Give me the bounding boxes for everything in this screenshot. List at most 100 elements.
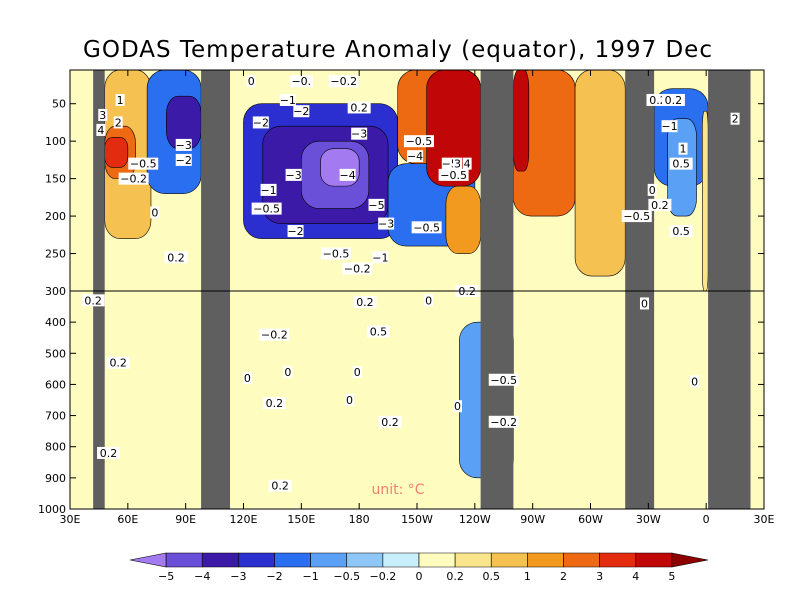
contour-label-text-48: 0 (284, 366, 291, 379)
contour-label-text-26: −5 (368, 199, 384, 212)
y-lower-tick-label-4: 800 (45, 441, 66, 454)
contour-label-text-18: −2 (293, 105, 309, 118)
colorbar-swatch-1 (165, 552, 203, 568)
contour-label-text-4: −0.5 (130, 158, 157, 171)
contour-label-bg-13 (246, 75, 256, 88)
x-tick-label-0: 30E (60, 513, 81, 526)
contour-label-text-36: 4 (464, 158, 471, 171)
x-tick-label-7: 120W (459, 513, 491, 526)
contour-label-45: 0 (452, 400, 462, 413)
contour-label-text-1: 3 (99, 109, 106, 122)
contour-label-bg-54 (661, 93, 685, 106)
contour-label-7: −3 (176, 138, 192, 152)
contour-label-bg-49 (259, 328, 290, 341)
contour-label-text-39: 0 (425, 294, 432, 307)
contour-label-13: 0 (246, 75, 256, 88)
colorbar-label-2: −3 (230, 570, 246, 583)
contour-label-bg-35 (452, 157, 462, 170)
contour-label-bg-44 (378, 415, 402, 428)
contour-label-bg-28 (411, 221, 442, 234)
contour-label-text-61: −0.5 (623, 210, 650, 223)
contour-label-bg-48 (283, 365, 293, 378)
contour-label-text-49: −0.2 (261, 329, 288, 342)
x-tick-label-8: 90W (520, 513, 545, 526)
contour-label-bg-27 (378, 217, 395, 230)
contour-label-text-2: 2 (115, 116, 122, 129)
contour-label-text-51: 0.2 (271, 480, 289, 493)
contour-label-bg-22 (339, 168, 356, 181)
contour-label-bg-42 (352, 365, 362, 378)
contour-label-bg-9 (164, 251, 188, 264)
contour-label-49: −0.2 (259, 328, 290, 342)
contour-label-bg-58 (730, 112, 740, 125)
colorbar-label-4: −1 (303, 570, 319, 583)
contour-label-bg-39 (424, 294, 434, 307)
contour-label-text-5: −0.2 (120, 173, 147, 186)
contour-label-bg-43 (345, 394, 355, 406)
contour-label-61: −0.5 (621, 210, 652, 223)
contour-label-text-38: 0.2 (356, 296, 374, 309)
contour-label-20: −3 (351, 127, 367, 141)
contour-label-24: −0.5 (251, 202, 282, 216)
colorbar-swatch-14 (635, 552, 673, 568)
colorbar-label-7: 0 (416, 570, 423, 583)
contour-label-50: 0 (242, 372, 252, 385)
contour-label-text-57: 0.5 (672, 158, 690, 171)
land-column-3 (625, 70, 655, 509)
contour-label-bg-0 (115, 93, 125, 106)
contour-label-bg-63 (639, 297, 649, 310)
contour-label-text-16: −0.2 (330, 75, 357, 88)
y-upper-tick-label-0: 50 (52, 98, 66, 111)
contour-label-text-11: 0.2 (109, 357, 127, 370)
contour-label-text-37: −0.5 (440, 169, 467, 182)
contour-label-bg-41 (366, 325, 390, 338)
contour-label-bg-23 (260, 183, 277, 196)
colorbar-label-1: −4 (194, 570, 210, 583)
colorbar-label-9: 0.5 (483, 570, 501, 583)
contour-label-64: 0 (690, 375, 700, 388)
anomaly-region-12 (445, 185, 481, 254)
contour-label-bg-32 (372, 251, 389, 264)
colorbar-swatch-12 (563, 552, 600, 568)
contour-label-bg-6 (175, 153, 192, 166)
contour-label-bg-5 (118, 172, 149, 185)
contour-label-8: 0 (150, 206, 160, 219)
contour-label-text-45: 0 (454, 400, 461, 413)
contour-label-bg-8 (150, 206, 160, 219)
contour-label-text-14: −2 (253, 116, 269, 129)
contour-label-48: 0 (283, 365, 293, 379)
colorbar-swatch-3 (238, 552, 275, 568)
anomaly-region-18 (702, 110, 709, 292)
land-mask (93, 70, 751, 509)
contour-label-54: 0.2 (661, 93, 685, 107)
colorbar-swatch-15 (671, 552, 709, 568)
contour-label-text-9: 0.2 (167, 251, 185, 264)
contour-label-bg-59 (647, 183, 657, 196)
y-upper-tick-label-2: 150 (45, 173, 66, 186)
contour-label-37: −0.5 (438, 168, 469, 182)
contour-label-text-25: −2 (287, 225, 303, 238)
land-column-1 (201, 70, 231, 509)
colorbar-label-13: 4 (632, 570, 639, 583)
x-tick-label-2: 90E (175, 513, 196, 526)
x-tick-label-3: 120E (230, 513, 258, 526)
contour-label-27: −3 (378, 217, 395, 231)
contour-label-text-29: −0.5 (406, 135, 433, 148)
contour-label-15: −1 (280, 93, 296, 107)
contour-label-10: 0.2 (81, 294, 105, 307)
contour-label-bg-33 (342, 262, 373, 275)
contour-label-55: −1 (661, 120, 678, 133)
colorbar-swatch-4 (274, 552, 311, 568)
chart-title: GODAS Temperature Anomaly (equator), 199… (83, 37, 713, 63)
contour-label-text-32: −1 (372, 251, 388, 264)
contour-label-51: 0.2 (268, 479, 292, 493)
anomaly-region-15 (574, 70, 626, 277)
contour-label-text-56: 1 (680, 143, 687, 156)
contour-label-25: −2 (287, 225, 304, 238)
contour-label-42: 0 (352, 365, 362, 379)
contour-label-35: 3 (452, 157, 462, 171)
y-lower-tick-label-1: 500 (45, 347, 66, 360)
contour-label-bg-11 (106, 356, 130, 369)
anomaly-region-14 (513, 70, 530, 172)
